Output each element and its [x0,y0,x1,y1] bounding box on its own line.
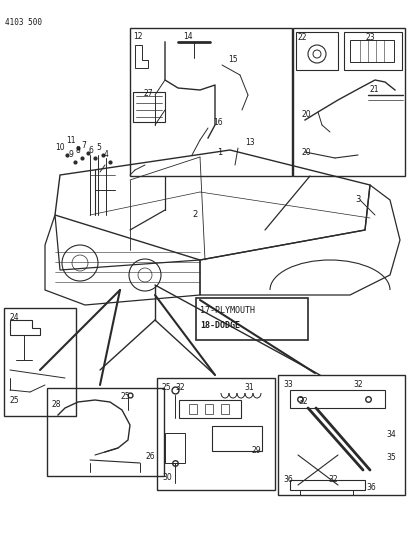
Bar [205,404,213,414]
Bar [296,32,338,70]
Bar [290,390,385,408]
Text: 31: 31 [244,383,254,392]
Text: 36: 36 [366,483,376,492]
Bar [221,404,229,414]
Text: 28: 28 [52,400,62,409]
Text: 33: 33 [283,380,293,389]
Bar [196,298,308,340]
Text: 26: 26 [145,452,155,461]
Bar [350,40,394,62]
Text: 16: 16 [213,118,223,127]
Text: 7: 7 [81,141,86,150]
Text: 4103 500: 4103 500 [5,18,42,27]
Text: 10: 10 [55,143,65,152]
Text: 14: 14 [183,32,193,41]
Bar [133,92,165,122]
Bar [165,433,185,463]
Text: 32: 32 [353,380,363,389]
Text: 8: 8 [75,146,80,155]
Bar [157,378,275,490]
Bar [290,480,365,490]
Text: 15: 15 [228,55,237,64]
Text: 32: 32 [175,383,185,392]
Text: 17-PLYMOUTH: 17-PLYMOUTH [200,306,255,315]
Text: 12: 12 [133,32,142,41]
Text: 25: 25 [120,392,130,401]
Text: 36: 36 [283,475,293,484]
Text: 20: 20 [302,148,312,157]
Text: 35: 35 [386,453,396,462]
Text: 34: 34 [386,430,396,439]
Bar [4,308,76,416]
Text: 18-DODGE: 18-DODGE [200,321,240,330]
Bar [189,404,197,414]
Bar [293,28,405,176]
Bar [212,426,262,451]
Text: 11: 11 [67,136,76,145]
Text: 30: 30 [162,473,172,482]
Bar [344,32,402,70]
Bar [179,400,241,418]
Text: 3: 3 [355,195,360,204]
Bar [47,388,164,476]
Bar [130,28,292,176]
Text: 32: 32 [328,475,338,484]
Text: 5: 5 [96,143,101,152]
Text: 13: 13 [245,138,255,147]
Text: 27: 27 [143,89,153,98]
Text: 1: 1 [217,148,223,157]
Text: 21: 21 [370,85,379,94]
Text: 24: 24 [9,313,19,322]
Text: 32: 32 [298,397,308,406]
Text: 6: 6 [88,146,93,155]
Text: 4: 4 [103,150,108,159]
Text: 9: 9 [68,150,73,159]
Text: 2: 2 [193,210,197,219]
Text: 25: 25 [9,396,19,405]
Text: 20: 20 [302,110,312,119]
Text: 23: 23 [365,33,375,42]
Text: 29: 29 [252,446,262,455]
Bar [278,375,405,495]
Text: 25: 25 [162,383,172,392]
Text: 22: 22 [297,33,306,42]
